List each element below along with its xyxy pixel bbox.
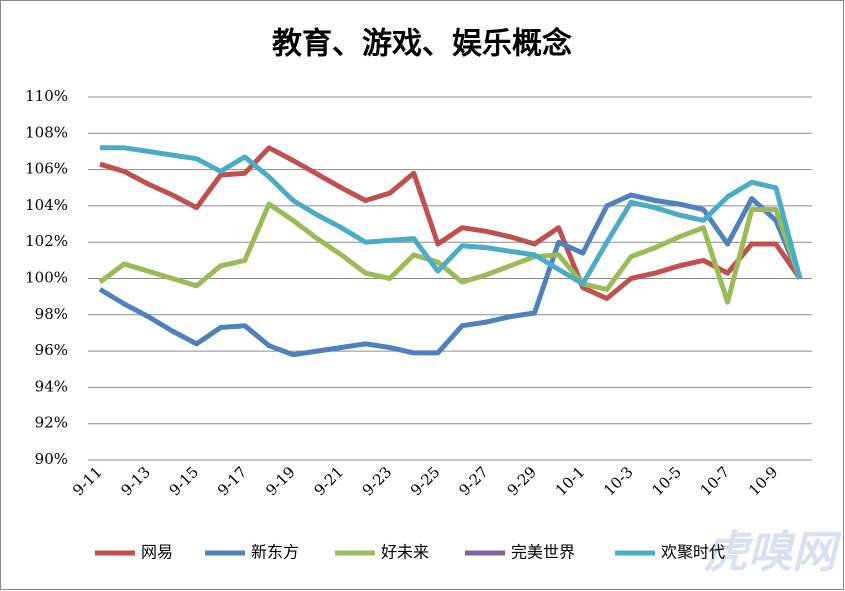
y-tick-label: 102% [25,232,68,250]
legend-label: 好未来 [381,543,429,562]
y-tick-label: 100% [25,269,68,287]
y-tick-label: 104% [25,196,68,214]
y-tick-label: 108% [25,123,68,141]
y-tick-label: 94% [35,377,68,395]
series-line [99,145,803,301]
legend-label: 网易 [141,543,173,562]
watermark: 虎嗅网 [704,527,842,578]
chart-title: 教育、游戏、娱乐概念 [272,27,572,62]
legend-label: 欢聚时代 [661,543,725,562]
series-line [98,201,803,305]
series-line [98,192,803,358]
legend-label: 完美世界 [511,543,575,562]
y-tick-label: 92% [35,414,68,432]
y-tick-label: 106% [25,160,68,178]
series-line [100,145,803,287]
y-tick-label: 96% [35,341,68,359]
legend-label: 新东方 [251,543,299,562]
y-tick-label: 98% [35,305,68,323]
y-tick-label: 110% [25,87,68,105]
y-tick-label: 90% [35,450,68,468]
